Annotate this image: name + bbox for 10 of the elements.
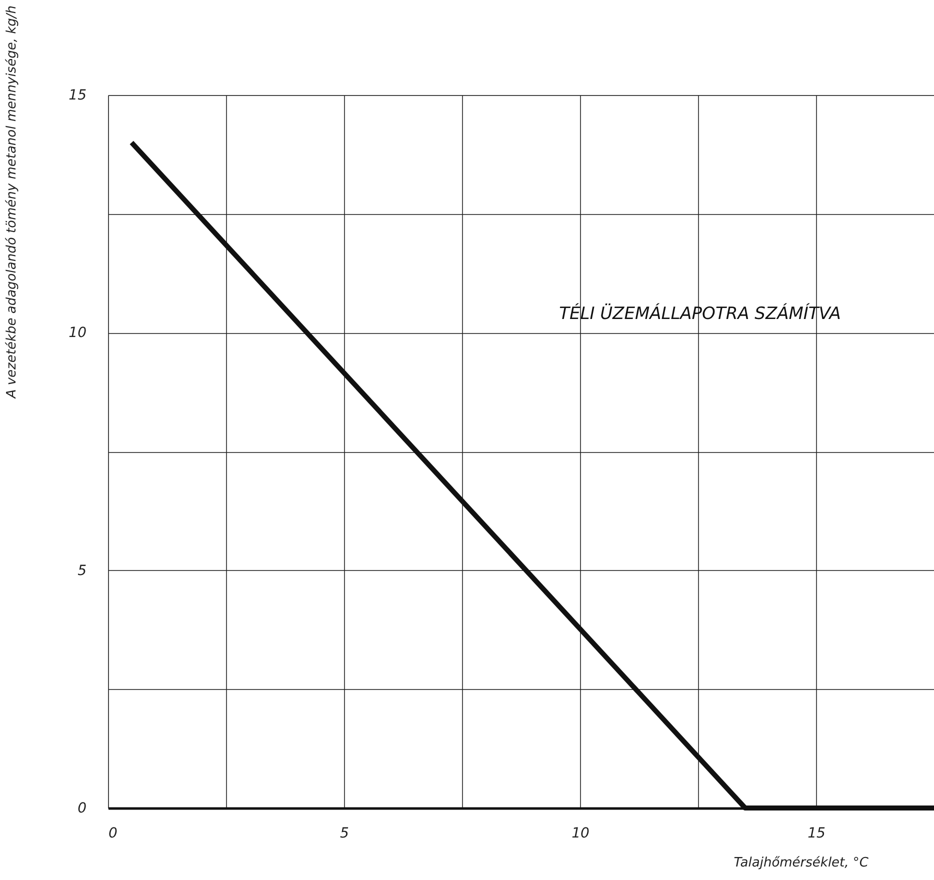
y-axis-title: A vezetékbe adagolandó tömény metanol mennyisége, kg/h <box>4 6 20 400</box>
x-tick-label: 10 <box>572 826 590 842</box>
y-tick-label: 0 <box>78 800 87 816</box>
x-tick-label: 0 <box>108 826 118 842</box>
y-tick-label: 10 <box>68 325 87 342</box>
x-axis-title: Talajhőmérséklet, °C <box>734 856 870 870</box>
y-tick-label: 15 <box>68 88 87 104</box>
x-tick-label: 5 <box>340 826 350 842</box>
y-tick-label: 5 <box>78 562 87 579</box>
x-tick-label: 15 <box>808 826 826 842</box>
